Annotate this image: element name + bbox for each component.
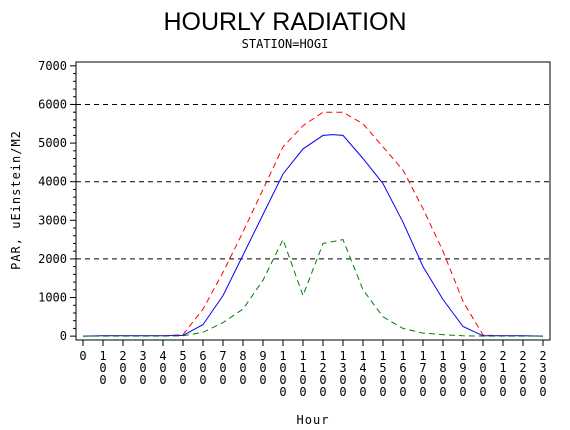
series-line bbox=[83, 238, 543, 337]
y-tick-label: 6000 bbox=[38, 97, 67, 111]
y-tick-label: 0 bbox=[60, 329, 67, 343]
chart-title: HOURLY RADIATION bbox=[163, 8, 406, 36]
y-tick-label: 4000 bbox=[38, 175, 67, 189]
plot-area: 0 1000 2000 3000 4000 5000 6000 7000 0 1 0 0 2 0 0 3 0 0 4… bbox=[38, 59, 551, 399]
series-line bbox=[82, 134, 544, 337]
chart-subtitle: STATION=HOGI bbox=[242, 37, 329, 51]
y-tick-label: 3000 bbox=[38, 213, 67, 227]
x-axis-label: Hour bbox=[297, 413, 330, 427]
series-line bbox=[82, 111, 544, 337]
x-tick-label: 0 bbox=[79, 349, 86, 363]
y-tick-label: 5000 bbox=[38, 136, 67, 150]
y-tick-label: 1000 bbox=[38, 291, 67, 305]
y-tick-label: 7000 bbox=[38, 59, 67, 73]
y-axis-label: PAR, uEinstein/M2 bbox=[9, 130, 23, 270]
plot-frame bbox=[75, 61, 551, 341]
y-tick-label: 2000 bbox=[38, 252, 67, 266]
